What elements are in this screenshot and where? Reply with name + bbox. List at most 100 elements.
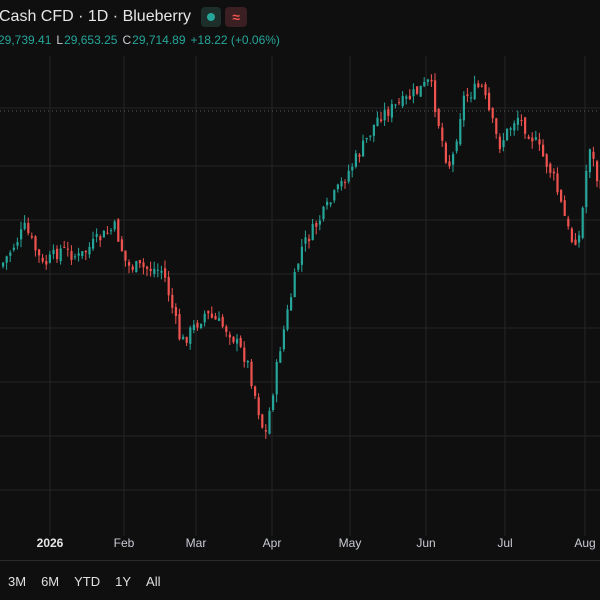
candle-body	[34, 236, 37, 251]
candle-body	[498, 136, 501, 150]
x-axis-label: Apr	[262, 536, 282, 550]
candle-body	[120, 239, 123, 252]
candle-body	[95, 234, 98, 237]
market-status-indicator[interactable]	[201, 7, 222, 27]
candle-body	[329, 202, 332, 205]
candle-body	[149, 268, 152, 272]
candle-body	[77, 253, 80, 256]
candle-body	[516, 117, 519, 125]
candle-body	[189, 327, 192, 344]
candle-body	[520, 120, 523, 122]
candle-body	[387, 109, 390, 116]
candle-body	[326, 201, 329, 206]
x-axis-label: May	[338, 536, 362, 550]
candle-body	[333, 190, 336, 201]
candle-body	[322, 206, 325, 220]
candle-body	[300, 246, 303, 265]
candle-body	[405, 96, 408, 99]
candle-body	[257, 397, 260, 416]
candle-body	[401, 95, 404, 107]
candle-body	[344, 182, 347, 184]
candle-body	[290, 297, 293, 311]
candle-body	[542, 144, 545, 157]
candle-body	[538, 139, 541, 145]
candle-body	[354, 153, 357, 167]
candle-body	[30, 236, 33, 238]
candle-body	[214, 315, 217, 320]
range-button-ytd[interactable]: YTD	[74, 574, 101, 589]
candle-body	[315, 223, 318, 227]
candle-body	[153, 268, 156, 274]
candle-body	[182, 336, 185, 340]
candle-body	[38, 249, 41, 256]
candle-body	[221, 316, 224, 327]
candle-body	[84, 250, 87, 253]
candle-body	[200, 323, 203, 328]
candle-body	[304, 237, 307, 244]
x-axis-label: 2026	[36, 536, 64, 550]
range-button-1y[interactable]: 1Y	[115, 574, 132, 589]
candle-body	[74, 256, 77, 258]
candle-body	[448, 161, 451, 167]
range-button-6m[interactable]: 6M	[41, 574, 60, 589]
range-button-3m[interactable]: 3M	[8, 574, 27, 589]
candles-group	[2, 73, 600, 439]
symbol-title[interactable]: Cash CFD · 1D · Blueberry	[0, 8, 192, 25]
candle-body	[81, 251, 84, 257]
candle-body	[581, 207, 584, 238]
candle-body	[556, 173, 559, 193]
candle-body	[444, 143, 447, 163]
candle-body	[261, 414, 264, 428]
candle-body	[434, 80, 437, 112]
candle-body	[441, 127, 444, 141]
candle-body	[92, 238, 95, 249]
candle-body	[383, 109, 386, 121]
candle-body	[491, 107, 494, 119]
candle-body	[272, 395, 275, 410]
range-button-all[interactable]: All	[146, 574, 161, 589]
candle-body	[506, 128, 509, 141]
chart-header: Cash CFD · 1D · Blueberry ≈ 29,739.41 L29…	[0, 0, 600, 56]
live-dot-icon	[207, 13, 216, 21]
candle-body	[254, 386, 257, 396]
candle-body	[282, 329, 285, 350]
candle-body	[250, 361, 253, 387]
ohlc-readout: 29,739.41 L29,653.25 C29,714.89 +18.22 (+0.…	[0, 33, 285, 47]
candle-body	[23, 222, 26, 229]
candle-body	[423, 81, 426, 87]
candle-body	[430, 79, 433, 82]
candle-body	[484, 84, 487, 96]
candle-body	[588, 149, 591, 173]
candle-body	[196, 322, 199, 328]
candle-body	[128, 262, 131, 266]
indicator-toggle[interactable]: ≈	[225, 7, 248, 27]
candle-body	[570, 228, 573, 243]
candle-body	[531, 137, 534, 142]
candle-body	[178, 314, 181, 340]
x-axis-label: Jun	[416, 536, 436, 550]
candle-body	[513, 123, 516, 131]
candle-body	[218, 318, 221, 321]
candle-body	[585, 170, 588, 208]
candle-body	[412, 89, 415, 97]
candle-body	[552, 171, 555, 174]
candle-body	[534, 137, 537, 140]
candle-body	[264, 430, 267, 432]
candle-body	[362, 140, 365, 157]
candle-body	[560, 190, 563, 202]
candle-body	[293, 272, 296, 298]
candle-body	[48, 254, 51, 263]
candle-body	[192, 324, 195, 330]
candle-body	[207, 310, 210, 314]
x-axis-label: Aug	[574, 536, 596, 550]
candle-body	[203, 313, 206, 323]
candle-body	[336, 184, 339, 190]
candle-body	[5, 256, 8, 263]
close-value: 29,714.89	[132, 33, 186, 47]
candle-body	[246, 361, 249, 363]
candlestick-chart[interactable]	[0, 56, 600, 536]
candle-body	[524, 117, 527, 134]
candle-body	[488, 92, 491, 111]
candle-body	[596, 161, 599, 182]
candle-body	[63, 246, 66, 248]
